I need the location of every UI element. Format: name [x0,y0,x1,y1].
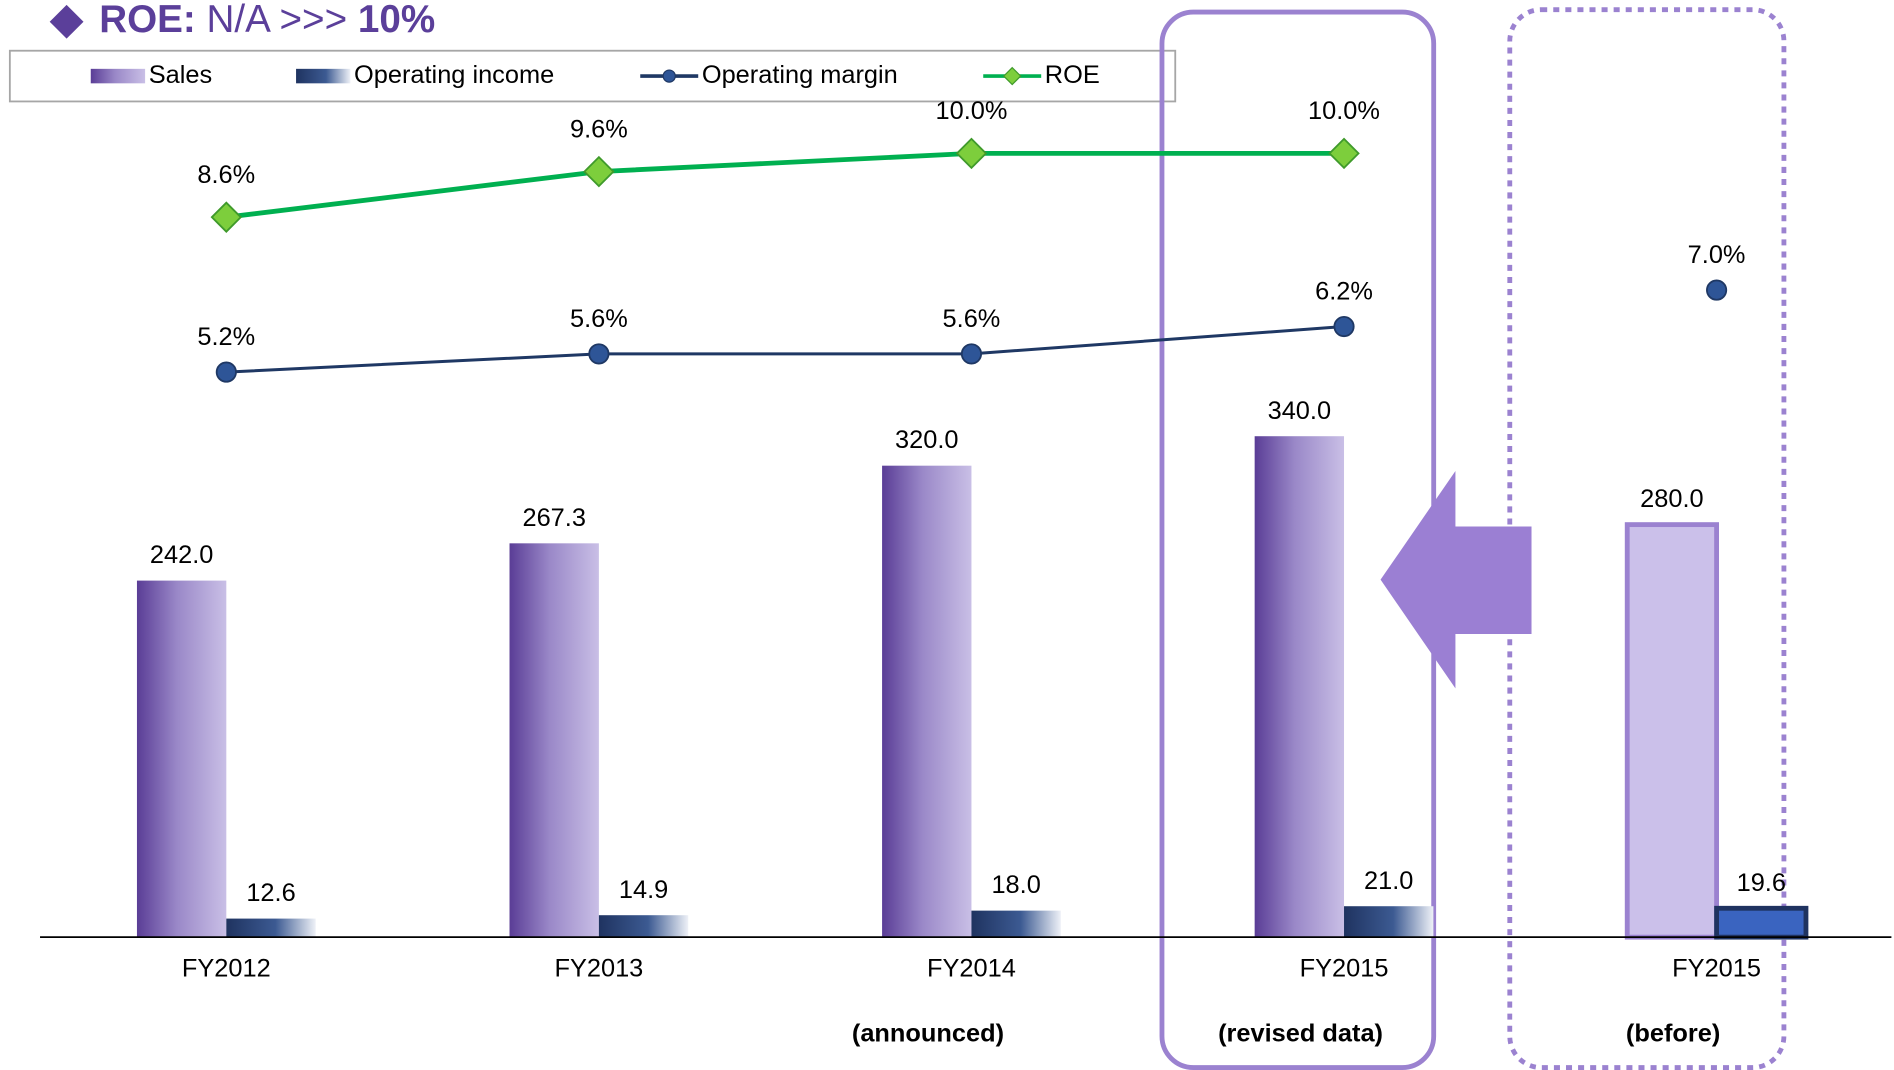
data-label: 320.0 [895,426,958,454]
bar [598,915,689,938]
marker [960,343,983,365]
legend-swatch [662,69,676,83]
bar [1624,522,1720,940]
data-label: 9.6% [570,115,628,143]
data-label: 6.2% [1315,277,1373,305]
line [226,150,1345,220]
title-part: N/A >>> [207,0,348,41]
legend-label: Sales [149,61,212,89]
legend-label: ROE [1045,61,1100,89]
x-tick-label: FY2014 [927,954,1016,982]
marker [955,137,988,170]
title: ROE: N/A >>> 10% [49,0,435,41]
bar [1254,436,1345,938]
x-tick-label: FY2015 [1300,954,1389,982]
plot: Sales Operating income Operating margin ROE… [40,61,1892,1048]
marker [1328,137,1360,170]
data-label: 10.0% [936,97,1008,125]
data-label: 14.9 [619,876,668,904]
bar [971,910,1061,938]
legend-swatch [90,68,146,84]
x-tick-label: FY2013 [554,954,643,982]
data-label: 280.0 [1640,485,1703,513]
marker [1706,279,1728,301]
marker [588,343,610,365]
data-label: 267.3 [522,504,585,532]
marker [583,155,615,188]
legend-swatch [296,68,351,84]
title-part: 10% [358,0,435,41]
data-label: 340.0 [1268,397,1331,425]
chart-title: ROE: N/A >>> 10% [99,0,435,41]
legend-label: Operating income [354,61,554,89]
data-label: 19.6 [1737,869,1786,897]
marker [215,361,237,383]
title-diamond [49,4,84,39]
x-tick-label: FY2015 [1672,954,1761,982]
data-label: 5.2% [197,323,255,351]
data-label: 8.6% [197,161,255,189]
data-label: 18.0 [991,871,1040,899]
x-tick-label: FY2012 [182,954,271,982]
data-label: 12.6 [246,879,295,907]
bar [509,543,599,938]
marker [1333,315,1355,338]
legend-box [8,49,1177,103]
bar [136,580,227,938]
data-label: 242.0 [150,541,213,569]
data-label: 7.0% [1688,241,1746,269]
legend-label: Operating margin [702,61,898,89]
data-label: 10.0% [1308,97,1380,125]
bar [1344,906,1434,938]
legend-swatch [1002,66,1022,86]
x-sublabel: (revised data) [1218,1020,1383,1048]
line [226,325,1345,374]
marker [210,201,243,233]
x-sublabel: (announced) [852,1020,1004,1048]
title-part: ROE: [99,0,196,41]
bar [1714,905,1809,940]
data-label: 5.6% [570,305,628,333]
arrow [1380,470,1532,689]
data-label: 5.6% [943,305,1001,333]
bar [882,465,972,938]
data-label: 21.0 [1364,867,1413,895]
x-sublabel: (before) [1626,1020,1720,1048]
bar [226,918,316,938]
